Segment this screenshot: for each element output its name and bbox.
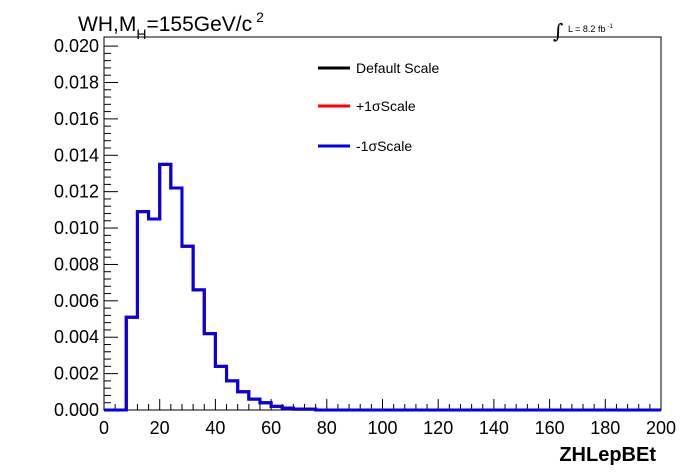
- x-tick-label: 40: [205, 418, 225, 438]
- x-tick-label: 180: [590, 418, 620, 438]
- title-middle: =155GeV/c: [146, 13, 252, 36]
- y-tick-label: 0.004: [54, 327, 99, 347]
- x-tick-label: 200: [646, 418, 676, 438]
- luminosity-label: L = 8.2 fb -1: [568, 24, 613, 34]
- y-axis: 0.000 0.002 0.004 0.006 0.008 0.010 0.012 0.014…: [54, 36, 118, 420]
- y-tick-label: 0.014: [54, 145, 99, 165]
- y-tick-label: 0.000: [54, 400, 99, 420]
- luminosity-integral-sign: ∫: [553, 19, 563, 43]
- luminosity-text: L = 8.2 fb: [568, 24, 605, 34]
- x-tick-label: 100: [367, 418, 397, 438]
- series-layer: [104, 162, 661, 412]
- luminosity-superscript: -1: [607, 24, 613, 30]
- x-axis: 0 20 40 60 80 100 120 140 160 180 200: [99, 399, 676, 438]
- x-tick-label: 20: [150, 418, 170, 438]
- x-tick-label: 60: [261, 418, 281, 438]
- y-tick-label: 0.016: [54, 109, 99, 129]
- legend: Default Scale +1σScale -1σScale: [318, 60, 439, 154]
- legend-label: -1σScale: [356, 138, 412, 154]
- plot-frame: [103, 36, 662, 411]
- y-tick-label: 0.018: [54, 72, 99, 92]
- chart-title: WH,MH=155GeV/c 2: [78, 9, 264, 42]
- legend-label: +1σScale: [356, 98, 416, 114]
- series-line-3: [104, 162, 661, 412]
- y-tick-label: 0.010: [54, 218, 99, 238]
- y-tick-label: 0.006: [54, 291, 99, 311]
- x-tick-label: 0: [99, 418, 109, 438]
- y-tick-label: 0.012: [54, 182, 99, 202]
- x-axis-label: ZHLepBEt: [559, 444, 656, 466]
- x-tick-label: 80: [317, 418, 337, 438]
- title-prefix: WH,M: [78, 13, 136, 36]
- title-superscript: 2: [256, 9, 264, 25]
- x-tick-label: 120: [423, 418, 453, 438]
- title-subscript: H: [136, 26, 146, 42]
- y-tick-label: 0.020: [54, 36, 99, 56]
- y-tick-label: 0.008: [54, 254, 99, 274]
- x-tick-label: 140: [479, 418, 509, 438]
- y-tick-label: 0.002: [54, 364, 99, 384]
- series-line-1: [104, 162, 661, 412]
- legend-label: Default Scale: [356, 60, 439, 76]
- series-line-2: [104, 162, 661, 412]
- x-tick-label: 160: [535, 418, 565, 438]
